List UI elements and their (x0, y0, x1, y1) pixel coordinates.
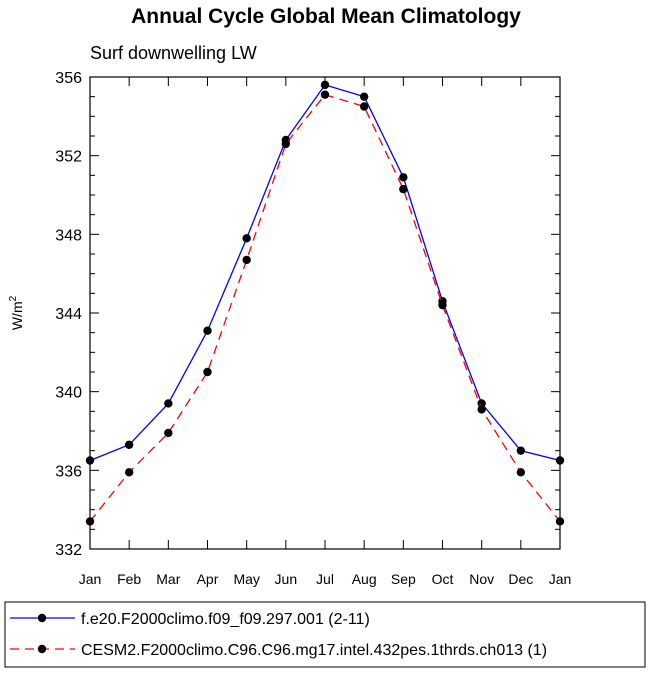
series-1 (85, 80, 565, 465)
data-point (320, 90, 330, 99)
data-point (516, 446, 526, 455)
y-tick-label: 332 (55, 542, 82, 559)
x-tick-label: Jun (275, 571, 298, 587)
data-point (85, 456, 95, 465)
data-point (516, 468, 526, 477)
x-tick-label: Oct (432, 571, 454, 587)
data-point (438, 300, 447, 310)
data-point (399, 173, 408, 182)
x-tick-label: Mar (156, 571, 180, 587)
data-point (359, 102, 369, 111)
axis-layer: 332 336 340 344 348 352 356 Jan Feb Mar Apr May Jun J… (8, 70, 571, 587)
x-tick-label: Sep (391, 571, 416, 587)
data-point (555, 456, 565, 465)
x-tick-label: Aug (352, 571, 377, 587)
x-tick-label: Feb (117, 571, 141, 587)
x-tick-label: Nov (469, 571, 494, 587)
data-point (164, 399, 173, 408)
data-point (555, 517, 565, 526)
series-line (89, 84, 561, 462)
x-tick-label: Jan (549, 571, 572, 587)
data-point (242, 255, 251, 265)
chart-title: Annual Cycle Global Mean Climatology (131, 5, 521, 28)
data-point (399, 184, 408, 194)
legend: f.e20.F2000climo.f09_f09.297.001 (2-11) C… (4, 601, 646, 668)
data-point (124, 468, 134, 477)
y-tick-label: 348 (55, 227, 82, 244)
x-tick-label: Jan (79, 571, 102, 587)
legend-box (4, 601, 646, 668)
series-layer (85, 80, 565, 526)
legend-marker (37, 644, 47, 654)
data-point (242, 234, 251, 243)
data-point (203, 367, 212, 377)
data-point (124, 440, 134, 449)
x-tick-label: Apr (197, 571, 219, 587)
legend-label: f.e20.F2000climo.f09_f09.297.001 (2-11) (81, 611, 370, 628)
series-2 (85, 90, 565, 526)
data-point (477, 405, 486, 414)
legend-marker (37, 613, 47, 623)
legend-label: CESM2.F2000climo.C96.C96.mg17.intel.432p… (81, 642, 547, 659)
x-tick-label: Dec (508, 571, 533, 587)
series-line (89, 93, 561, 522)
y-tick-label: 336 (55, 463, 82, 480)
x-tick-label: Jul (316, 571, 334, 587)
chart-subtitle: Surf downwelling LW (90, 43, 257, 63)
x-tick-label: May (233, 571, 259, 587)
y-tick-label: 340 (55, 385, 82, 402)
y-tick-label: 344 (55, 306, 82, 323)
y-axis-label: W/m2 (8, 295, 25, 330)
data-point (281, 139, 291, 149)
plot-frame (89, 76, 561, 550)
data-point (164, 428, 173, 438)
data-point (85, 517, 95, 526)
y-tick-label: 352 (55, 149, 82, 166)
data-point (203, 326, 212, 335)
data-point (320, 80, 330, 90)
data-point (359, 92, 369, 101)
y-tick-label: 356 (55, 70, 82, 87)
